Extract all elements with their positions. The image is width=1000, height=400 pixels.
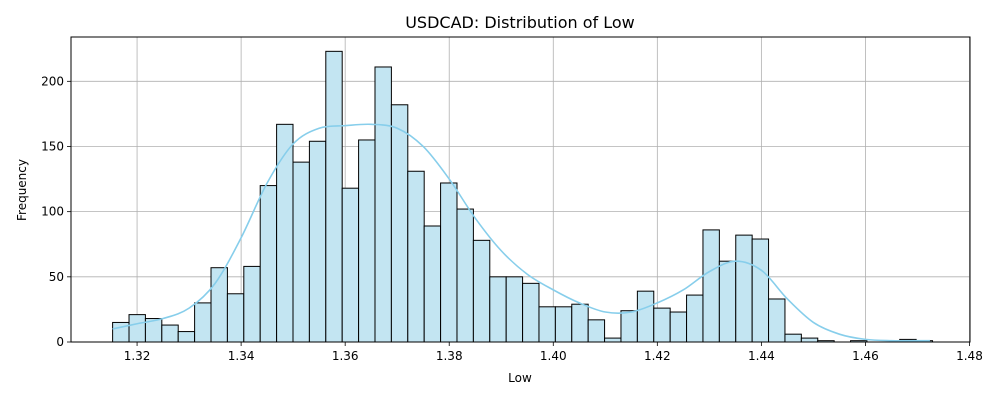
histogram-bar [735, 234, 753, 343]
y-tick-label: 200 [41, 74, 64, 88]
y-tick-label: 50 [49, 270, 64, 284]
histogram-bar [686, 294, 704, 343]
x-tick-label: 1.32 [124, 349, 151, 363]
histogram-bar [308, 140, 327, 343]
histogram-bar [226, 293, 245, 343]
histogram-bar [784, 333, 802, 343]
y-tick-label: 150 [41, 139, 64, 153]
x-tick-label: 1.40 [540, 349, 567, 363]
histogram-bar [554, 306, 573, 343]
histogram-bar [128, 314, 146, 343]
histogram-bar [243, 265, 261, 343]
histogram-bar [259, 185, 278, 343]
histogram-bar [522, 282, 540, 343]
histogram-bar [456, 208, 474, 343]
histogram-bar [374, 66, 392, 343]
histogram-bar [292, 161, 310, 343]
x-tick-label: 1.48 [956, 349, 983, 363]
chart-title: USDCAD: Distribution of Low [405, 13, 635, 32]
x-tick-label: 1.46 [852, 349, 879, 363]
x-tick-label: 1.42 [644, 349, 671, 363]
x-tick-label: 1.44 [748, 349, 775, 363]
histogram-bar [161, 324, 179, 343]
axis-ticks: 1.32 1.34 1.36 1.38 1.40 1.42 1.44 1.46 1.48 0 50 1… [41, 74, 983, 363]
histogram-bar [177, 331, 196, 343]
x-axis-label: Low [508, 371, 532, 385]
histogram-bar [751, 238, 770, 343]
histogram-bar [472, 239, 491, 343]
y-tick-label: 100 [41, 205, 64, 219]
histogram-bar [571, 303, 589, 343]
histogram-bar [276, 123, 294, 343]
plot-frame [70, 36, 971, 343]
histogram-bar [669, 311, 688, 343]
histogram-bar [702, 229, 720, 343]
histogram-bar [768, 298, 786, 343]
x-tick-label: 1.36 [332, 349, 359, 363]
histogram-bar [325, 50, 343, 343]
histogram-bar [407, 170, 425, 343]
histogram-bar [194, 302, 212, 343]
histogram-bar [538, 306, 556, 343]
histogram-bar [341, 187, 360, 343]
histogram-bar [653, 307, 671, 343]
kde-curve [112, 123, 930, 342]
x-tick-label: 1.38 [436, 349, 463, 363]
histogram-bar [620, 310, 638, 343]
histogram-bars [112, 50, 934, 343]
histogram-bar [636, 290, 655, 343]
histogram-bar [440, 182, 458, 343]
histogram-bar [489, 276, 507, 343]
histogram-bar [505, 276, 524, 343]
kde-layer [112, 123, 930, 342]
histogram-bar [587, 319, 606, 343]
histogram-bar [358, 139, 376, 343]
histogram-bar [390, 104, 409, 343]
y-axis-label: Frequency [15, 159, 29, 221]
histogram-bar [423, 225, 442, 343]
histogram-bar [210, 267, 228, 343]
histogram-bar [604, 337, 622, 343]
histogram-bar [800, 337, 819, 343]
x-tick-label: 1.34 [228, 349, 255, 363]
histogram-bar [718, 260, 737, 343]
y-tick-label: 0 [56, 335, 64, 349]
